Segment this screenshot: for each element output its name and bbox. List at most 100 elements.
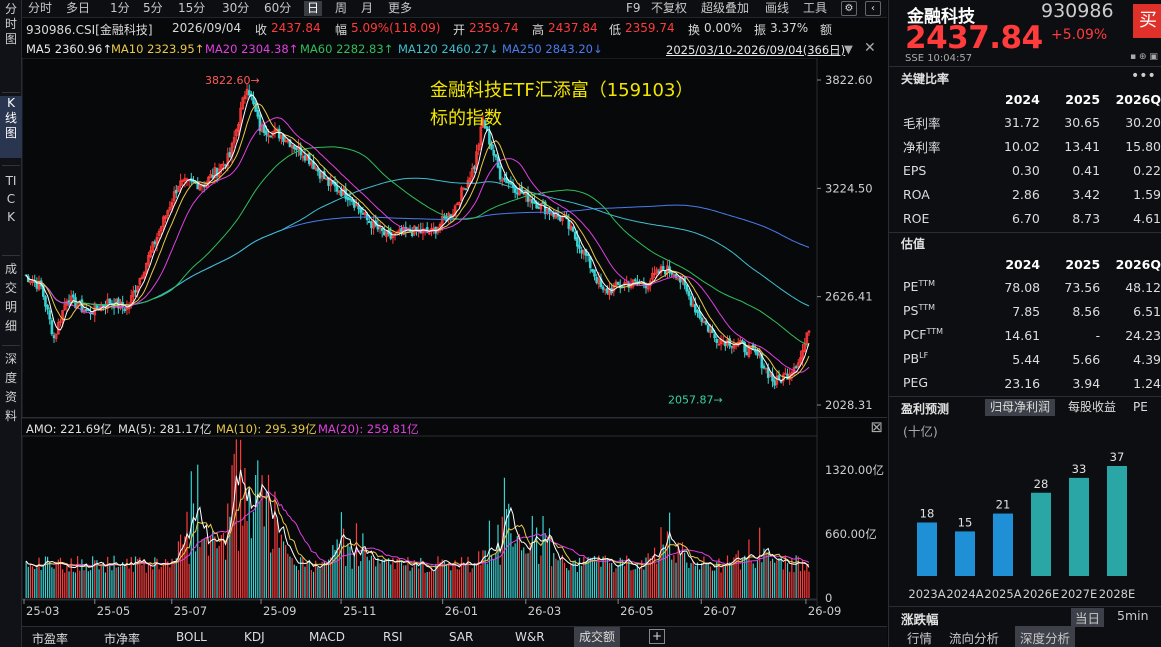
last-price: 2437.84 [905,20,1043,56]
tools-button[interactable]: 工具 [803,1,828,15]
candle-body [492,149,496,156]
candle-body [428,232,431,235]
period-button[interactable]: 月 [361,1,374,15]
candle-body [168,207,172,211]
f9-button[interactable]: F9 [626,1,641,15]
candle-body [507,181,511,184]
period-button[interactable]: 多日 [66,1,91,15]
period-button[interactable]: 1分 [110,1,130,15]
high-value: 2437.84 [548,21,598,35]
valuation-row: PBLF 5.44 5.66 4.39 [903,347,1161,371]
candle-body [295,147,298,151]
candle-body [588,256,592,269]
indicator-tab-active[interactable]: 成交额 [574,627,621,647]
candle-body [179,180,182,187]
footer-nav-tab-active[interactable]: 深度分析 [1015,626,1076,647]
candle-body [651,272,654,280]
candle-body [584,249,588,256]
sidebar-tab-kline[interactable]: K线图 [0,96,22,158]
candle-body [674,273,678,278]
indicator-tab[interactable]: BOLL [176,630,207,644]
add-indicator-icon[interactable]: + [649,629,665,644]
indicator-tabs: 市盈率 市净率 BOLL KDJ MACD RSI SAR W&R 成交额 + [22,626,887,647]
amo-legend: AMO: 221.69亿 [26,422,112,436]
candle-body [425,227,429,233]
kline-chart[interactable]: 3822.60 3224.50 2626.41 2028.31 3822.60→ 2057… [22,58,887,626]
time-axis-label: 25-09 [263,604,296,618]
ratio-value: 13.41 [1064,138,1101,154]
draw-button[interactable]: 画线 [765,1,790,15]
dropdown-icon[interactable]: ▼ [844,42,853,56]
candle-body [316,168,320,172]
overlay-button[interactable]: 超级叠加 [701,1,750,15]
valuation-value: 23.16 [1004,375,1041,391]
indicator-tab[interactable]: SAR [449,630,474,644]
more-button[interactable]: 更多 [388,1,413,15]
candle-body [157,230,161,236]
metric-suffix: TTM [918,303,936,313]
candle-body [694,304,697,313]
quote-date: 2026/09/04 [172,21,242,35]
forecast-tab-active[interactable]: 归母净利润 [985,399,1056,416]
period-button[interactable]: 分时 [28,1,53,15]
candle-body [361,213,365,215]
candle-body [359,207,363,213]
volume-axis-label: 1320.00亿 [825,463,884,477]
ratio-value: 10.02 [1004,138,1040,154]
period-button[interactable]: 周 [335,1,348,15]
panel-icons[interactable]: ▪ ⊕ ▣ [1130,52,1158,62]
ratio-value: 6.70 [1011,210,1040,226]
period-button[interactable]: 5分 [143,1,163,15]
period-button[interactable]: 60分 [264,1,292,15]
buy-button[interactable]: 买 [1133,4,1161,38]
footer-nav-tab[interactable]: 流向分析 [949,631,1000,646]
candle-body [805,332,809,344]
footer-tab-active[interactable]: 当日 [1071,608,1105,627]
adjust-button[interactable]: 不复权 [651,1,688,15]
period-button-active[interactable]: 日 [304,1,323,16]
ratio-value: 3.42 [1072,186,1101,202]
forecast-tab[interactable]: 每股收益 [1068,400,1117,414]
period-button[interactable]: 15分 [178,1,206,15]
settings-icon[interactable]: ⚙ [841,1,857,16]
footer-tab[interactable]: 5min [1117,608,1149,623]
volume-close-icon[interactable]: ⊠ [870,418,883,436]
candle-body [72,294,75,298]
forecast-tab[interactable]: PE [1133,400,1148,414]
low-label: 低 [609,23,622,37]
footer-nav-tab[interactable]: 行情 [907,631,933,646]
prev-icon[interactable]: ‹ [865,1,881,16]
more-icon[interactable]: ••• [1131,68,1156,84]
candle-body [561,216,564,222]
close-icon[interactable]: ✕ [864,40,876,56]
candle-body [243,95,247,100]
forecast-bar [955,531,975,576]
indicator-tab[interactable]: MACD [309,630,345,644]
indicator-tab[interactable]: 市净率 [104,632,141,646]
date-range[interactable]: 2025/03/10-2026/09/04(366日) [666,43,846,57]
indicator-tab[interactable]: KDJ [244,630,265,644]
sidebar-tab-depth[interactable]: 深度资料 [4,352,17,423]
amount-label: 额 [820,23,833,37]
candle-body [267,134,270,137]
metric-name: PCF [903,327,927,343]
indicator-tab[interactable]: 市盈率 [32,632,69,646]
open-value: 2359.74 [469,21,519,35]
sidebar-tab-trades[interactable]: 成交明细 [4,262,17,333]
candle-body [353,199,356,208]
change-percent: +5.09% [1051,27,1108,43]
sidebar-tab-timeshare[interactable]: 分时图 [4,2,17,46]
period-button[interactable]: 30分 [222,1,250,15]
valuation-row: PETTM 78.08 73.56 48.12 [903,275,1161,299]
candle-body [458,202,461,205]
close-label: 收 [255,23,268,37]
sidebar-tab-tick[interactable]: TICK [5,174,17,224]
candle-body [380,227,384,232]
candle-body [516,192,519,195]
indicator-tab[interactable]: W&R [515,630,545,644]
forecast-bar [1107,466,1127,576]
candle-body [237,123,240,132]
ma20-legend: MA20 2304.38↑ [205,42,299,56]
candle-body [340,189,343,197]
indicator-tab[interactable]: RSI [383,630,403,644]
